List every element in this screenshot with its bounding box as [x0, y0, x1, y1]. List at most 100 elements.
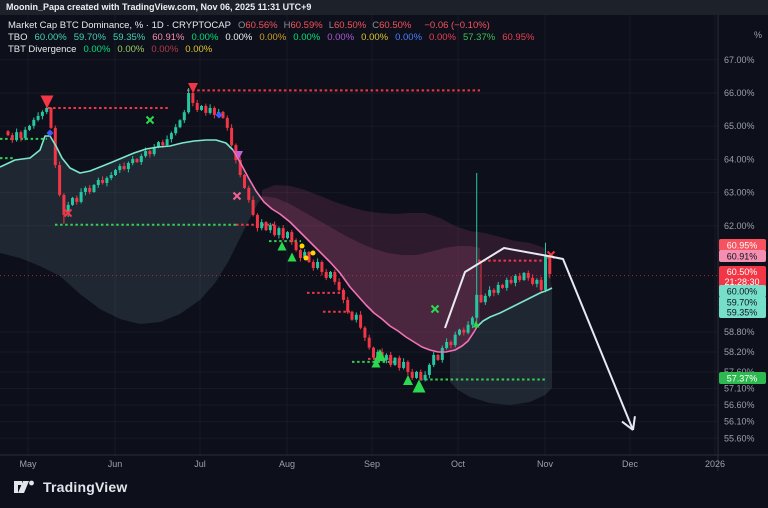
price-label: 60.91% [719, 250, 766, 262]
price-label: 60.00% [719, 285, 766, 297]
magenta-cloud-outer [262, 185, 552, 352]
tbo-value: 0.00% [395, 31, 423, 43]
ohlc-value: 60.50% [379, 19, 412, 31]
tbo-value: 60.95% [502, 31, 535, 43]
tradingview-logo-icon [14, 480, 34, 493]
tbo-value: 0.00% [429, 31, 456, 43]
price-axis-tick: 56.10% [724, 417, 755, 427]
tbo-value: 0.00% [327, 31, 355, 43]
svg-text:59.35%: 59.35% [727, 308, 758, 318]
price-axis-tick: 58.20% [724, 347, 755, 357]
price-axis-tick: 57.10% [724, 383, 755, 393]
change-value: −0.06 (−0.10%) [424, 19, 490, 31]
time-axis-tick: Jun [108, 459, 123, 469]
dot-marker [310, 250, 316, 256]
price-axis-tick: 63.00% [724, 188, 755, 198]
indicator-clouds [0, 136, 552, 405]
triangle-down-marker [40, 95, 54, 109]
price-label: 59.35% [719, 306, 766, 318]
tbo-fast-line [0, 135, 553, 353]
triangle-up-marker [403, 375, 413, 385]
time-axis-tick: Jul [194, 459, 206, 469]
diamond-marker [46, 129, 54, 137]
attribution-bar: Moonin_Papa created with TradingView.com… [0, 0, 768, 15]
svg-text:60.95%: 60.95% [727, 241, 758, 251]
triangle-up-marker [371, 358, 381, 368]
footer-brand[interactable]: TradingView [14, 478, 127, 496]
signal-markers [40, 83, 556, 393]
ohlc-value: 60.59% [290, 19, 323, 31]
svg-text:60.50%: 60.50% [727, 267, 758, 277]
time-axis-tick: Nov [537, 459, 554, 469]
svg-text:60.00%: 60.00% [727, 287, 758, 297]
time-axis-tick: May [19, 459, 37, 469]
ohlc-letter: H [283, 19, 291, 31]
tbo-value: 60.00% [34, 31, 67, 43]
triangle-down-marker [235, 151, 243, 159]
svg-text:60.91%: 60.91% [727, 252, 758, 262]
legend-tbt-row[interactable]: TBT Divergence 0.00% 0.00% 0.00% 0.00% [8, 43, 541, 55]
arrow-head [632, 416, 636, 431]
price-axis-tick: 62.00% [724, 221, 755, 231]
tbo-value: 0.00% [361, 31, 389, 43]
time-axis-tick: Dec [622, 459, 639, 469]
legend-symbol-row[interactable]: Market Cap BTC Dominance, % · 1D · CRYPT… [8, 19, 541, 31]
tbt-value: 0.00% [83, 43, 111, 55]
tbo-value: 59.35% [113, 31, 146, 43]
tbo-value: 0.00% [259, 31, 287, 43]
ohlc-values: O60.56% H60.59% L60.50% C60.50% [238, 20, 417, 31]
tbo-value: 60.91% [152, 31, 185, 43]
ohlc-letter: L [328, 19, 334, 31]
triangle-up-marker [287, 252, 297, 262]
price-axis-tick: 67.00% [724, 55, 755, 65]
dot-marker [303, 255, 309, 261]
time-axis-tick: Oct [451, 459, 466, 469]
candlesticks [6, 88, 552, 382]
price-label: 57.37% [719, 372, 766, 384]
triangle-up-marker [277, 241, 287, 251]
triangle-up-marker [374, 349, 386, 361]
tbo-value: 0.00% [293, 31, 321, 43]
gray-cloud-left [0, 136, 262, 324]
price-label: 60.50%21:28:30 [719, 266, 766, 288]
symbol-title: Market Cap BTC Dominance, % · 1D · CRYPT… [8, 19, 231, 31]
price-axis-tick: 66.00% [724, 88, 755, 98]
ohlc-letter: O [237, 19, 246, 31]
price-axis-tick: 58.80% [724, 327, 755, 337]
trend-arrow-drawing[interactable] [444, 247, 634, 431]
tbo-values: 60.00% 59.70% 59.35% 60.91% 0.00% 0.00% 0.00% 0… [35, 32, 542, 43]
svg-text:57.37%: 57.37% [727, 374, 758, 384]
bar-countdown: 21:28:30 [724, 277, 759, 287]
diamond-marker [215, 111, 223, 119]
price-axis-tick: 57.60% [724, 367, 755, 377]
price-axis-tick: 65.00% [724, 121, 755, 131]
magenta-cloud-inner [262, 196, 480, 352]
tbo-indicator-title: TBO [8, 31, 28, 43]
time-axis-tick: Sep [364, 459, 380, 469]
legend-tbo-row[interactable]: TBO 60.00% 59.70% 59.35% 60.91% 0.00% 0.00% 0.… [8, 31, 541, 43]
time-axis-tick: Aug [279, 459, 295, 469]
grid [0, 15, 718, 455]
attribution-text: Moonin_Papa created with TradingView.com… [6, 2, 312, 12]
price-axis-tick: 56.60% [724, 400, 755, 410]
svg-text:59.70%: 59.70% [727, 298, 758, 308]
tbo-value: 59.70% [73, 31, 106, 43]
price-axis-tick: 55.60% [724, 433, 755, 443]
price-label: 60.95% [719, 239, 766, 251]
percent-scale-button[interactable]: % [753, 30, 762, 40]
ohlc-value: 60.56% [245, 19, 278, 31]
legend: Market Cap BTC Dominance, % · 1D · CRYPT… [8, 19, 541, 55]
price-axis[interactable]: 67.00% 66.00% 65.00% 64.00% 63.00% 62.00% 58.8… [719, 55, 766, 443]
tbo-value: 57.37% [462, 31, 496, 43]
tbt-value: 0.00% [117, 43, 145, 55]
triangle-up-marker [412, 379, 426, 393]
tbt-indicator-title: TBT Divergence [8, 43, 77, 55]
ohlc-letter: C [372, 19, 380, 31]
arrow-head [621, 420, 634, 431]
tbo-value: 0.00% [225, 31, 253, 43]
time-axis[interactable]: May Jun Jul Aug Sep Oct Nov Dec 2026 [19, 459, 725, 469]
ohlc-value: 60.50% [334, 19, 367, 31]
price-label: 59.70% [719, 296, 766, 308]
